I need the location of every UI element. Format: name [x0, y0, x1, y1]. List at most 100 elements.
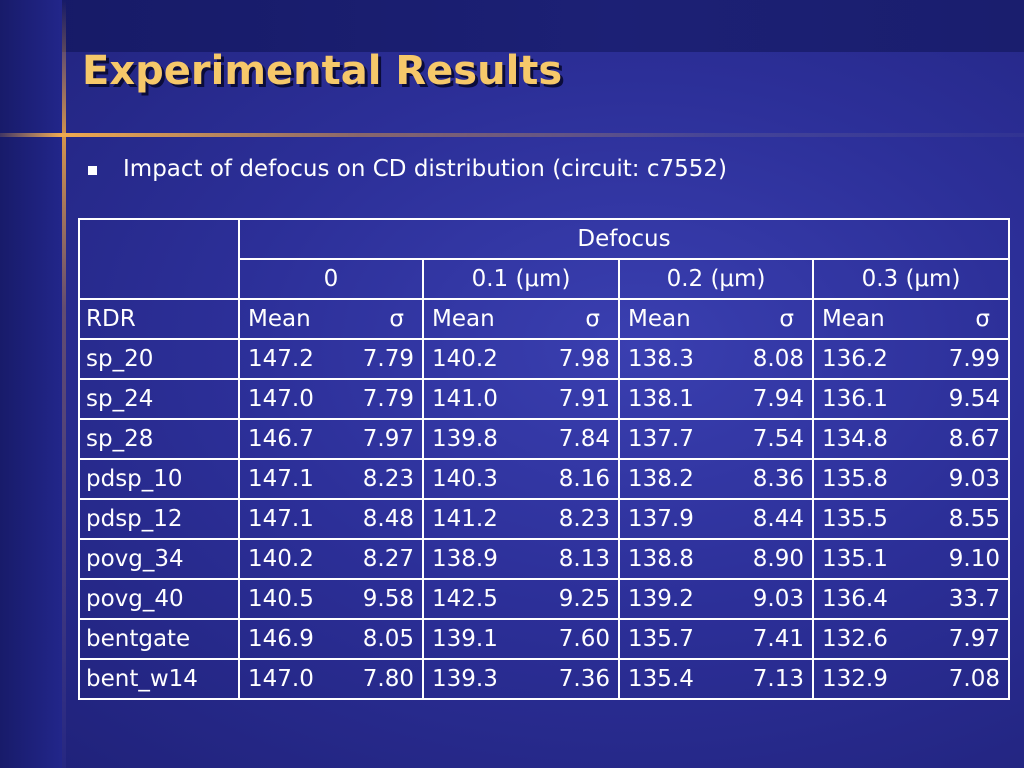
sigma-value: 7.79 — [362, 346, 414, 372]
mean-value: 138.2 — [628, 466, 694, 492]
value-cell: 135.4 7.13 — [618, 658, 814, 700]
value-cell: 136.1 9.54 — [812, 378, 1010, 420]
value-cell: 140.2 8.27 — [238, 538, 424, 580]
mean-value: 140.2 — [248, 546, 314, 572]
rdr-name-cell: sp_24 — [78, 378, 240, 420]
sigma-value: 8.13 — [558, 546, 610, 572]
sigma-value: 8.27 — [362, 546, 414, 572]
mean-value: 146.7 — [248, 426, 314, 452]
value-cell: 138.3 8.08 — [618, 338, 814, 380]
sigma-value: 33.7 — [948, 586, 1000, 612]
mean-value: 139.3 — [432, 666, 498, 692]
rdr-name-cell: sp_28 — [78, 418, 240, 460]
value-cell: 139.1 7.60 — [422, 618, 620, 660]
mean-value: 139.2 — [628, 586, 694, 612]
mean-value: 138.8 — [628, 546, 694, 572]
sigma-value: 8.55 — [948, 506, 1000, 532]
header-row-stats: RDR Mean σ Mean σ Mean σ Mean σ — [78, 298, 1010, 340]
value-cell: 138.9 8.13 — [422, 538, 620, 580]
mean-label: Mean — [248, 306, 311, 332]
value-cell: 136.2 7.99 — [812, 338, 1010, 380]
sigma-value: 8.23 — [362, 466, 414, 492]
value-cell: 136.4 33.7 — [812, 578, 1010, 620]
table-row: povg_34 140.2 8.27 138.9 8.13 138.8 8.90 135.1 9… — [78, 538, 1010, 580]
value-cell: 135.5 8.55 — [812, 498, 1010, 540]
rdr-name-cell: sp_20 — [78, 338, 240, 380]
sigma-value: 7.08 — [948, 666, 1000, 692]
sigma-value: 7.60 — [558, 626, 610, 652]
mean-value: 147.1 — [248, 506, 314, 532]
value-cell: 147.1 8.23 — [238, 458, 424, 500]
value-cell: 139.8 7.84 — [422, 418, 620, 460]
mean-value: 140.5 — [248, 586, 314, 612]
sigma-value: 8.48 — [362, 506, 414, 532]
sigma-value: 8.05 — [362, 626, 414, 652]
rdr-name-cell: pdsp_12 — [78, 498, 240, 540]
sigma-label: σ — [389, 306, 404, 332]
value-cell: 135.7 7.41 — [618, 618, 814, 660]
sigma-label: σ — [975, 306, 990, 332]
value-cell: 132.9 7.08 — [812, 658, 1010, 700]
sigma-value: 7.94 — [752, 386, 804, 412]
value-cell: 139.3 7.36 — [422, 658, 620, 700]
value-cell: 147.1 8.48 — [238, 498, 424, 540]
sigma-value: 8.67 — [948, 426, 1000, 452]
sigma-value: 7.91 — [558, 386, 610, 412]
mean-value: 139.1 — [432, 626, 498, 652]
defocus-level-0: 0 — [238, 258, 424, 300]
sigma-value: 7.36 — [558, 666, 610, 692]
defocus-level-1: 0.1 (μm) — [422, 258, 620, 300]
value-cell: 137.7 7.54 — [618, 418, 814, 460]
mean-value: 138.3 — [628, 346, 694, 372]
mean-value: 134.8 — [822, 426, 888, 452]
defocus-header: Defocus — [238, 218, 1010, 260]
mean-label: Mean — [822, 306, 885, 332]
value-cell: 137.9 8.44 — [618, 498, 814, 540]
mean-value: 132.6 — [822, 626, 888, 652]
value-cell: 147.0 7.80 — [238, 658, 424, 700]
mean-value: 139.8 — [432, 426, 498, 452]
mean-value: 140.3 — [432, 466, 498, 492]
mean-value: 136.4 — [822, 586, 888, 612]
sigma-value: 7.98 — [558, 346, 610, 372]
value-cell: 142.5 9.25 — [422, 578, 620, 620]
table-row: pdsp_12 147.1 8.48 141.2 8.23 137.9 8.44 135.5 8… — [78, 498, 1010, 540]
rdr-name-cell: povg_34 — [78, 538, 240, 580]
mean-value: 137.9 — [628, 506, 694, 532]
table-row: sp_20 147.2 7.79 140.2 7.98 138.3 8.08 136.2 7.9… — [78, 338, 1010, 380]
sigma-value: 9.03 — [752, 586, 804, 612]
stat-header-cell: Mean σ — [618, 298, 814, 340]
sigma-value: 8.90 — [752, 546, 804, 572]
stat-header-cell: Mean σ — [812, 298, 1010, 340]
sigma-value: 8.23 — [558, 506, 610, 532]
mean-value: 147.1 — [248, 466, 314, 492]
sigma-value: 7.99 — [948, 346, 1000, 372]
value-cell: 135.8 9.03 — [812, 458, 1010, 500]
sigma-value: 9.03 — [948, 466, 1000, 492]
table-row: povg_40 140.5 9.58 142.5 9.25 139.2 9.03 136.4 3… — [78, 578, 1010, 620]
sigma-value: 7.97 — [362, 426, 414, 452]
bullet-text: Impact of defocus on CD distribution (ci… — [123, 156, 727, 182]
sigma-label: σ — [585, 306, 600, 332]
square-bullet-icon — [88, 165, 97, 175]
sigma-value: 9.58 — [362, 586, 414, 612]
header-row-levels: 0 0.1 (μm) 0.2 (μm) 0.3 (μm) — [79, 258, 1010, 300]
slide-title: Experimental Results — [82, 48, 563, 94]
mean-value: 135.1 — [822, 546, 888, 572]
value-cell: 138.1 7.94 — [618, 378, 814, 420]
rdr-name-cell: pdsp_10 — [78, 458, 240, 500]
value-cell: 147.2 7.79 — [238, 338, 424, 380]
table-row: bent_w14 147.0 7.80 139.3 7.36 135.4 7.13 132.9… — [78, 658, 1010, 700]
mean-value: 140.2 — [432, 346, 498, 372]
value-cell: 147.0 7.79 — [238, 378, 424, 420]
value-cell: 139.2 9.03 — [618, 578, 814, 620]
value-cell: 140.2 7.98 — [422, 338, 620, 380]
sigma-value: 7.80 — [362, 666, 414, 692]
value-cell: 135.1 9.10 — [812, 538, 1010, 580]
mean-value: 142.5 — [432, 586, 498, 612]
stat-header-cell: Mean σ — [238, 298, 424, 340]
rdr-name-cell: povg_40 — [78, 578, 240, 620]
horizontal-accent-line — [0, 133, 1024, 137]
sigma-value: 7.79 — [362, 386, 414, 412]
mean-label: Mean — [432, 306, 495, 332]
